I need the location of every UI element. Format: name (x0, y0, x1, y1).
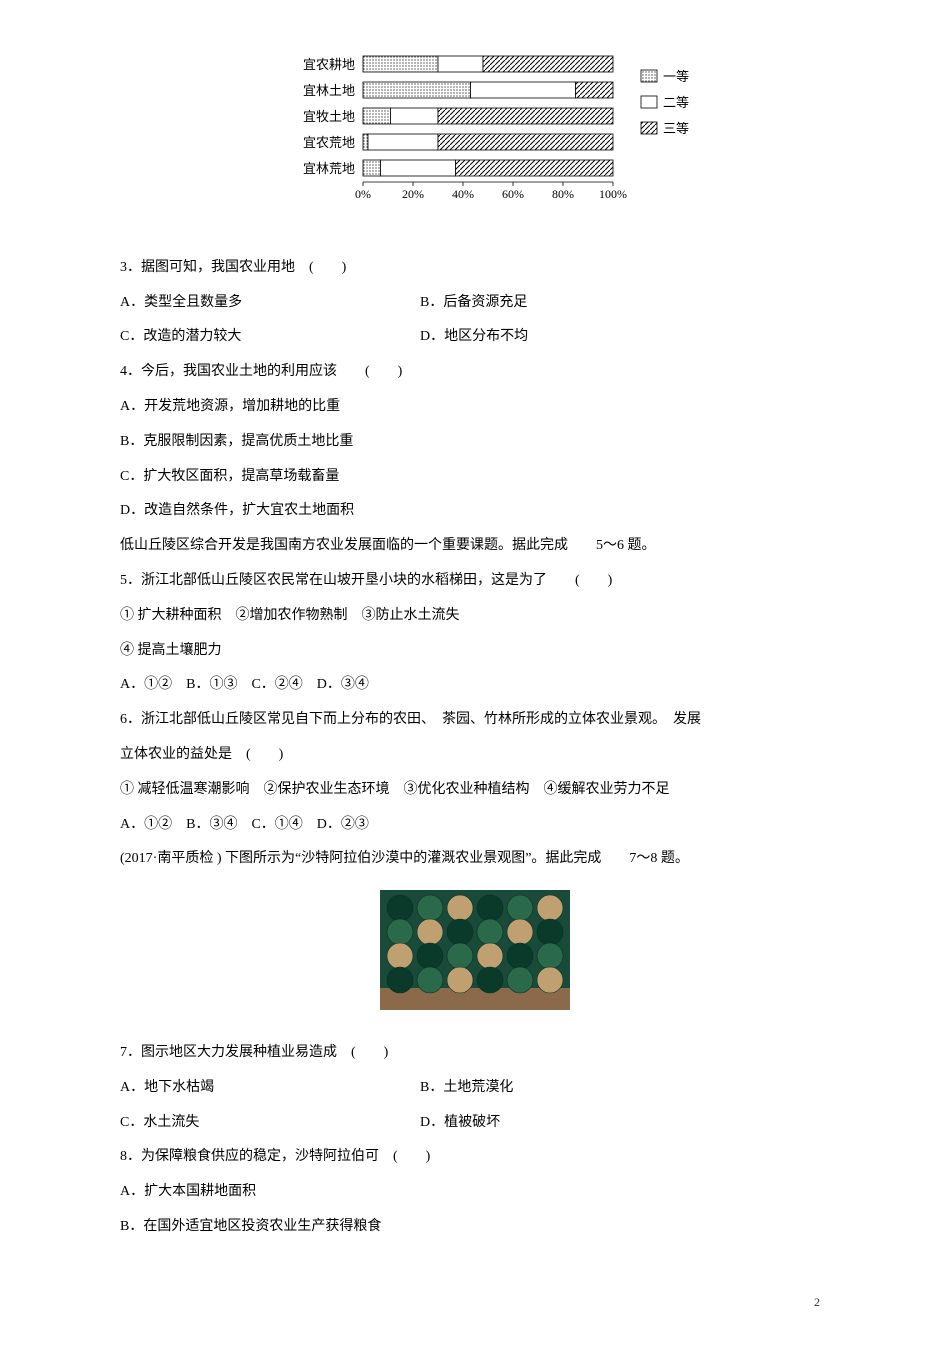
svg-text:40%: 40% (452, 187, 474, 201)
q7-optC: C．水土流失 (120, 1108, 420, 1139)
q4-optB: B．克服限制因素，提高优质土地比重 (120, 427, 830, 458)
page-number: 2 (814, 1289, 820, 1315)
q4-optA: A．开发荒地资源，增加耕地的比重 (120, 392, 830, 423)
q6-stem2: 立体农业的益处是 ( ) (120, 740, 830, 771)
svg-text:100%: 100% (599, 187, 627, 201)
q6-opts: A．①② B．③④ C．①④ D．②③ (120, 810, 830, 841)
q4-optD: D．改造自然条件，扩大宜农土地面积 (120, 496, 830, 527)
land-quality-chart: 宜农耕地宜林土地宜牧土地宜农荒地宜林荒地 0%20%40%60%80%100% … (180, 50, 830, 233)
svg-text:宜农荒地: 宜农荒地 (303, 135, 355, 150)
svg-text:宜林土地: 宜林土地 (303, 83, 355, 98)
svg-text:宜牧土地: 宜牧土地 (303, 109, 355, 124)
q7-stem: 7．图示地区大力发展种植业易造成 ( ) (120, 1038, 830, 1069)
q8-optA: A．扩大本国耕地面积 (120, 1177, 830, 1208)
svg-text:20%: 20% (402, 187, 424, 201)
svg-text:0%: 0% (355, 187, 371, 201)
svg-text:80%: 80% (552, 187, 574, 201)
q3-optB: B．后备资源充足 (420, 288, 527, 319)
q3-stem: 3．据图可知，我国农业用地 ( ) (120, 253, 830, 284)
q7-optA: A．地下水枯竭 (120, 1073, 420, 1104)
q3-optD: D．地区分布不均 (420, 322, 528, 353)
q8-stem: 8．为保障粮食供应的稳定，沙特阿拉伯可 ( ) (120, 1142, 830, 1173)
intro-78: (2017·南平质检 ) 下图所示为“沙特阿拉伯沙漠中的灌溉农业景观图”。据此完… (120, 844, 830, 875)
q8-optB: B．在国外适宜地区投资农业生产获得粮食 (120, 1212, 830, 1243)
q5-stem: 5．浙江北部低山丘陵区农民常在山坡开垦小块的水稻梯田，这是为了 ( ) (120, 566, 830, 597)
q6-sub: ① 减轻低温寒潮影响 ②保护农业生态环境 ③优化农业种植结构 ④缓解农业劳力不足 (120, 775, 830, 806)
desert-irrigation-photo (120, 890, 830, 1023)
q7-optB: B．土地荒漠化 (420, 1073, 513, 1104)
svg-text:三等: 三等 (663, 121, 689, 136)
chart-svg: 宜农耕地宜林土地宜牧土地宜农荒地宜林荒地 0%20%40%60%80%100% … (285, 50, 725, 220)
svg-text:二等: 二等 (663, 95, 689, 110)
q3-optA: A．类型全且数量多 (120, 288, 420, 319)
q5-sub1: ① 扩大耕种面积 ②增加农作物熟制 ③防止水土流失 (120, 601, 830, 632)
q4-stem: 4．今后，我国农业土地的利用应该 ( ) (120, 357, 830, 388)
q7-optD: D．植被破坏 (420, 1108, 500, 1139)
q5-opts: A．①② B．①③ C．②④ D．③④ (120, 670, 830, 701)
svg-text:一等: 一等 (663, 69, 689, 84)
intro-56: 低山丘陵区综合开发是我国南方农业发展面临的一个重要课题。据此完成 5～6 题。 (120, 531, 830, 562)
q6-stem1: 6．浙江北部低山丘陵区常见自下而上分布的农田、 茶园、竹林所形成的立体农业景观。… (120, 705, 830, 736)
svg-text:宜林荒地: 宜林荒地 (303, 161, 355, 176)
svg-text:60%: 60% (502, 187, 524, 201)
svg-text:宜农耕地: 宜农耕地 (303, 57, 355, 72)
q5-sub2: ④ 提高土壤肥力 (120, 636, 830, 667)
q4-optC: C．扩大牧区面积，提高草场载畜量 (120, 462, 830, 493)
q3-optC: C．改造的潜力较大 (120, 322, 420, 353)
